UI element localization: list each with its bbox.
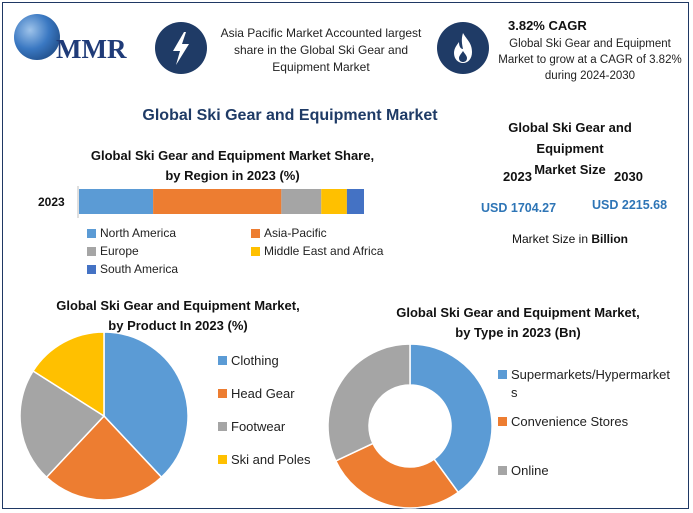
legend-item-europe: Europe — [87, 244, 139, 258]
legend-item-head-gear: Head Gear — [218, 386, 295, 401]
legend-swatch — [87, 228, 96, 238]
legend-swatch — [498, 370, 507, 379]
year-2023-label: 2023 — [503, 169, 532, 184]
legend-label: Ski and Poles — [231, 452, 311, 467]
legend-item-supermarkets-hypermarket: Supermarkets/Hypermarket s — [498, 366, 670, 402]
legend-item-convenience-stores: Convenience Stores — [498, 413, 628, 431]
market-size-unit: Market Size in Billion — [480, 232, 660, 246]
legend-label: Middle East and Africa — [264, 244, 384, 258]
product-title-line1: Global Ski Gear and Equipment Market, — [56, 298, 300, 313]
product-slice-clothing — [103, 331, 189, 479]
category-label: 2023 — [38, 195, 65, 209]
bar-segment-middle-east-and-africa — [321, 189, 347, 214]
legend-label: Head Gear — [231, 386, 295, 401]
legend-item-clothing: Clothing — [218, 353, 279, 368]
market-size-title: Global Ski Gear and Equipment Market Siz… — [480, 117, 660, 180]
type-chart-title: Global Ski Gear and Equipment Market, by… — [368, 303, 668, 343]
bar-segment-north-america — [79, 189, 154, 214]
type-title-line1: Global Ski Gear and Equipment Market, — [396, 305, 640, 320]
bar-segment-south-america — [346, 189, 364, 214]
legend-swatch — [498, 466, 507, 475]
legend-item-south-america: South America — [87, 262, 178, 276]
legend-swatch — [218, 422, 227, 431]
legend-label: Clothing — [231, 353, 279, 368]
legend-label: Convenience Stores — [511, 413, 628, 431]
value-2023: USD 1704.27 — [481, 201, 557, 215]
legend-swatch — [218, 389, 227, 398]
main-title: Global Ski Gear and Equipment Market — [142, 107, 438, 124]
product-title-line2: by Product In 2023 (%) — [108, 318, 248, 333]
legend-label-line1: Online — [511, 463, 549, 478]
legend-label: Europe — [100, 244, 139, 258]
cagr-title: 3.82% CAGR — [508, 18, 587, 33]
legend-item-middle-east-and-africa: Middle East and Africa — [251, 244, 383, 258]
legend-label: North America — [100, 226, 177, 240]
lightning-icon — [155, 22, 207, 74]
bar-segment-asia-pacific — [153, 189, 282, 214]
frame — [2, 2, 689, 509]
legend-label: South America — [100, 262, 179, 276]
legend-label: Footwear — [231, 419, 286, 434]
legend-item-footwear: Footwear — [218, 419, 285, 434]
legend-label-line1: Convenience Stores — [511, 414, 629, 429]
legend-item-north-america: North America — [87, 226, 176, 240]
type-title-line2: by Type in 2023 (Bn) — [455, 325, 581, 340]
logo-text: MMR — [56, 34, 127, 64]
legend-swatch — [251, 228, 260, 238]
globe-icon — [14, 14, 60, 60]
product-slice-ski-and-poles — [32, 331, 105, 418]
mmr-logo: MMR — [14, 12, 144, 64]
type-slice-online — [327, 343, 411, 462]
asia-pacific-note: Asia Pacific Market Accounted largest sh… — [220, 26, 422, 74]
type-slice-convenience-stores — [334, 442, 460, 509]
region-bar-chart: 2023 — [38, 186, 364, 218]
product-pie-chart — [19, 331, 189, 501]
flame-icon — [437, 22, 489, 74]
product-slice-head-gear — [45, 414, 163, 501]
legend-label: Supermarkets/Hypermarket s — [511, 366, 670, 402]
region-chart-title: Global Ski Gear and Equipment Market Sha… — [60, 146, 405, 186]
legend-item-ski-and-poles: Ski and Poles — [218, 452, 311, 467]
region-title-line2: by Region in 2023 (%) — [165, 168, 300, 183]
value-2030: USD 2215.68 — [592, 198, 668, 212]
market-size-title-line1: Global Ski Gear and Equipment — [508, 120, 632, 156]
legend-label-line2: s — [511, 385, 518, 400]
region-title-line1: Global Ski Gear and Equipment Market Sha… — [90, 148, 375, 163]
legend-label: Online — [511, 462, 549, 480]
year-2030-label: 2030 — [614, 169, 643, 184]
legend-swatch — [218, 356, 227, 365]
legend-label-line1: Supermarkets/Hypermarket — [511, 367, 670, 382]
legend-swatch — [498, 417, 507, 426]
legend-item-asia-pacific: Asia-Pacific — [251, 226, 327, 240]
unit-bold: Billion — [591, 232, 629, 246]
product-slice-footwear — [19, 369, 106, 479]
type-slice-supermarkets-hypermarket — [409, 343, 493, 494]
market-size-title-line2: Market Size — [534, 162, 606, 177]
unit-prefix: Market Size in — [511, 232, 592, 246]
legend-swatch — [87, 264, 96, 274]
legend-label: Asia-Pacific — [264, 226, 327, 240]
cagr-text: Global Ski Gear and Equipment Market to … — [498, 38, 682, 82]
product-chart-title: Global Ski Gear and Equipment Market, by… — [28, 296, 328, 336]
bar-segment-europe — [281, 189, 322, 214]
legend-item-online: Online — [498, 462, 549, 480]
type-donut-chart — [327, 343, 493, 509]
legend-swatch — [251, 246, 260, 256]
legend-swatch — [218, 455, 227, 464]
legend-swatch — [87, 246, 96, 256]
